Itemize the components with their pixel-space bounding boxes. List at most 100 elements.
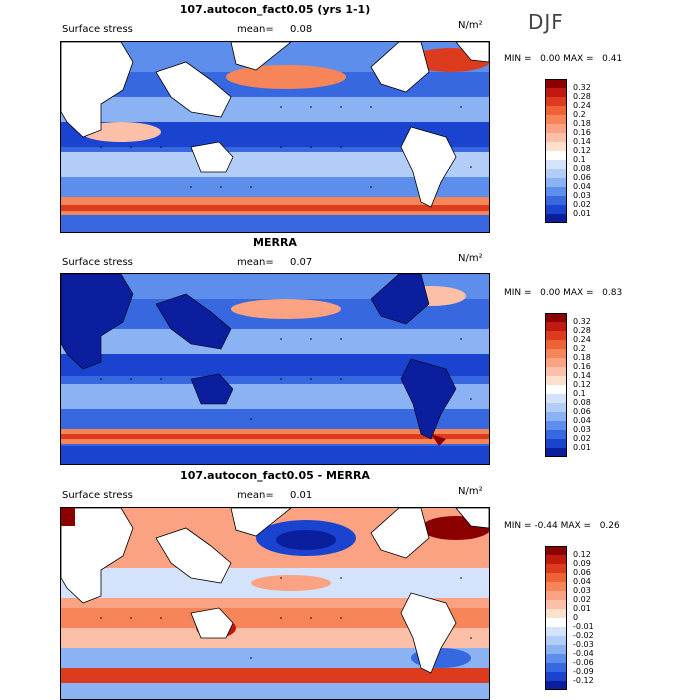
season-label: DJF: [528, 10, 564, 34]
colorbar-swatch: [545, 573, 567, 582]
colorbar-tick: 0.01: [573, 209, 591, 218]
colorbar-swatch: [545, 340, 567, 349]
colorbar-tick: 0.32: [573, 317, 591, 326]
max-label: MAX =: [563, 54, 594, 64]
colorbar-swatch: [545, 681, 567, 690]
map-surface-stress-model: [60, 41, 490, 233]
colorbar-swatch: [545, 394, 567, 403]
colorbar-swatch: [545, 331, 567, 340]
colorbar-tick: 0.04: [573, 416, 591, 425]
colorbar-tick: 0.12: [573, 146, 591, 155]
colorbar-swatch: [545, 555, 567, 564]
colorbar-tick: -0.09: [573, 667, 594, 676]
colorbar-swatch: [545, 618, 567, 627]
mean-label: mean=: [237, 24, 274, 35]
colorbar-tick: 0.01: [573, 604, 591, 613]
colorbar-tick: 0.16: [573, 128, 591, 137]
colorbar-tick: 0.03: [573, 586, 591, 595]
min-label: MIN =: [504, 288, 532, 298]
colorbar-tick: 0.24: [573, 101, 591, 110]
colorbar-tick: 0.06: [573, 407, 591, 416]
colorbar-swatch: [545, 582, 567, 591]
colorbar-swatch: [545, 187, 567, 196]
colorbar-swatch: [545, 196, 567, 205]
colorbar-swatch: [545, 367, 567, 376]
max-value: 0.83: [602, 288, 623, 298]
colorbar-swatch: [545, 654, 567, 663]
colorbar-tick: 0.08: [573, 398, 591, 407]
colorbar-tick: 0.12: [573, 550, 591, 559]
min-max-readout: MIN = -0.44 MAX = 0.26: [504, 521, 620, 532]
colorbar-tick: 0.16: [573, 362, 591, 371]
min-label: MIN =: [504, 521, 532, 531]
colorbar-swatch: [545, 160, 567, 169]
min-value: -0.44: [534, 521, 558, 531]
colorbar-swatch: [545, 663, 567, 672]
colorbar-tick: 0.01: [573, 443, 591, 452]
colorbar-swatch: [545, 88, 567, 97]
colorbar-swatch: [545, 636, 567, 645]
colorbar-swatch: [545, 214, 567, 223]
mean-value: 0.08: [290, 24, 313, 35]
colorbar-swatch: [545, 133, 567, 142]
colorbar-swatch: [545, 412, 567, 421]
colorbar-tick: 0.02: [573, 434, 591, 443]
colorbar-tick: 0.03: [573, 425, 591, 434]
colorbar-swatch: [545, 97, 567, 106]
colorbar-swatch: [545, 591, 567, 600]
min-value: 0.00: [540, 54, 561, 64]
colorbar-tick: 0.08: [573, 164, 591, 173]
colorbar-tick: -0.01: [573, 622, 594, 631]
colorbar-tick: 0.02: [573, 200, 591, 209]
colorbar-swatch: [545, 322, 567, 331]
colorbar-swatch: [545, 178, 567, 187]
colorbar-swatch: [545, 205, 567, 214]
mean-value: 0.01: [290, 490, 313, 501]
colorbar-swatch: [545, 106, 567, 115]
min-value: 0.00: [540, 288, 561, 298]
colorbar-swatch: [545, 645, 567, 654]
colorbar-swatch: [545, 672, 567, 681]
mean-label: mean=: [237, 490, 274, 501]
colorbar-swatch: [545, 151, 567, 160]
colorbar-swatch: [545, 142, 567, 151]
mean-value: 0.07: [290, 257, 313, 268]
colorbar-tick: 0.28: [573, 326, 591, 335]
units-label: N/m²: [458, 20, 483, 31]
colorbar-tick: 0.06: [573, 173, 591, 182]
min-label: MIN =: [504, 54, 532, 64]
colorbar-swatch: [545, 115, 567, 124]
colorbar-swatch: [545, 439, 567, 448]
colorbar-swatch: [545, 609, 567, 618]
colorbar-swatch: [545, 430, 567, 439]
colorbar-tick: 0.1: [573, 155, 586, 164]
field-label: Surface stress: [62, 490, 133, 501]
colorbar-tick: 0.18: [573, 353, 591, 362]
colorbar-swatch: [545, 79, 567, 88]
colorbar-swatch: [545, 600, 567, 609]
units-label: N/m²: [458, 486, 483, 497]
colorbar-tick: -0.12: [573, 676, 594, 685]
colorbar-tick: 0.04: [573, 577, 591, 586]
colorbar-swatch: [545, 169, 567, 178]
colorbar-tick: 0.32: [573, 83, 591, 92]
colorbar-swatch: [545, 376, 567, 385]
colorbar-swatch: [545, 403, 567, 412]
colorbar-tick: 0.28: [573, 92, 591, 101]
min-max-readout: MIN = 0.00 MAX = 0.83: [504, 288, 622, 299]
field-label: Surface stress: [62, 257, 133, 268]
colorbar-tick: 0.18: [573, 119, 591, 128]
colorbar-tick: 0.04: [573, 182, 591, 191]
colorbar-swatch: [545, 358, 567, 367]
colorbar-tick: -0.04: [573, 649, 594, 658]
map-surface-stress-merra: [60, 273, 490, 465]
panel-title: 107.autocon_fact0.05 (yrs 1-1): [179, 3, 371, 16]
colorbar-tick: -0.06: [573, 658, 594, 667]
colorbar-swatch: [545, 385, 567, 394]
max-value: 0.26: [599, 521, 620, 531]
colorbar-tick: 0.03: [573, 191, 591, 200]
colorbar-tick: 0.09: [573, 559, 591, 568]
panel-title: MERRA: [253, 236, 297, 249]
map-surface-stress-difference: [60, 507, 490, 700]
colorbar-tick: 0.14: [573, 137, 591, 146]
